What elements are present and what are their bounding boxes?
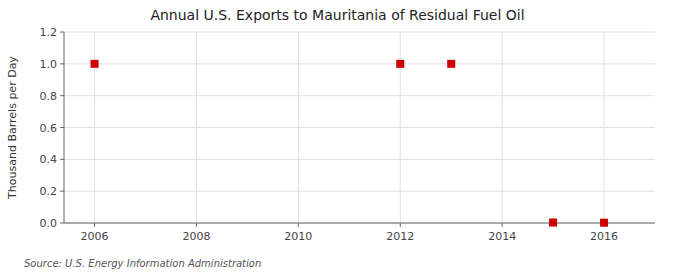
y-grid-line (64, 63, 655, 64)
y-tick-label: 1.2 (40, 26, 58, 39)
y-grid-line (64, 159, 655, 160)
x-grid-line (604, 32, 605, 223)
chart-container: Annual U.S. Exports to Mauritania of Res… (0, 0, 675, 275)
x-tick-label: 2006 (81, 230, 109, 243)
x-tick-label: 2014 (488, 230, 516, 243)
y-tick (60, 32, 64, 33)
x-grid-line (196, 32, 197, 223)
y-grid-line (64, 95, 655, 96)
y-tick-label: 0.6 (40, 122, 58, 135)
x-tick-label: 2010 (284, 230, 312, 243)
y-axis-line (64, 32, 65, 223)
x-grid-line (298, 32, 299, 223)
y-tick (60, 191, 64, 192)
y-grid-line (64, 223, 655, 224)
y-tick (60, 127, 64, 128)
y-grid-line (64, 32, 655, 33)
x-tick-label: 2008 (182, 230, 210, 243)
y-tick-label: 0.4 (40, 153, 58, 166)
annotation: Source: U.S. Energy Information Administ… (24, 258, 261, 269)
x-axis-line (64, 223, 655, 224)
axes: 0.0 0.2 0.4 0.6 0.8 1.0 1.2 2006 2008 2010 2012 201… (40, 26, 656, 243)
x-tick (298, 223, 299, 227)
y-tick-label: 0.0 (40, 217, 58, 230)
y-tick (60, 223, 64, 224)
y-grid-line (64, 191, 655, 192)
point (600, 219, 608, 227)
x-tick-label: 2012 (386, 230, 414, 243)
y-tick (60, 95, 64, 96)
y-tick-label: 0.8 (40, 90, 58, 103)
chart-svg: Annual U.S. Exports to Mauritania of Res… (0, 0, 675, 275)
point (91, 60, 99, 68)
grid (64, 32, 655, 223)
points (91, 60, 608, 227)
x-tick-label: 2016 (590, 230, 618, 243)
y-tick-label: 1.0 (40, 58, 58, 71)
point (549, 219, 557, 227)
x-grid-line (502, 32, 503, 223)
point (447, 60, 455, 68)
x-tick (196, 223, 197, 227)
x-tick (94, 223, 95, 227)
y-tick (60, 159, 64, 160)
y-tick (60, 63, 64, 64)
y-grid-line (64, 127, 655, 128)
x-tick (400, 223, 401, 227)
y-tick-label: 0.2 (40, 185, 58, 198)
title: Annual U.S. Exports to Mauritania of Res… (150, 7, 524, 23)
point (396, 60, 404, 68)
y-axis-label: Thousand Barrels per Day (6, 56, 19, 200)
x-tick (502, 223, 503, 227)
